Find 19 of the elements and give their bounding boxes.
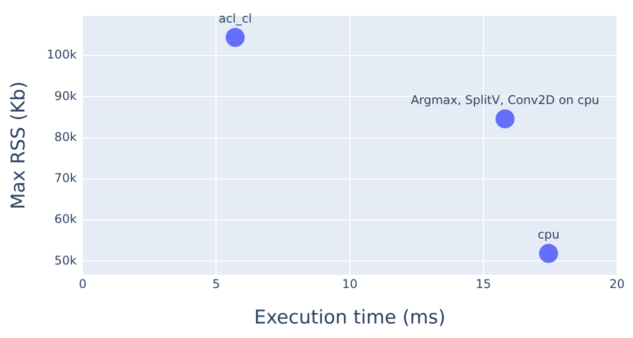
x-tick-label: 0	[78, 277, 86, 292]
y-tick-label: 60k	[54, 212, 77, 226]
point	[226, 28, 245, 47]
x-axis-title: Execution time (ms)	[254, 306, 446, 329]
y-tick-label: 70k	[54, 171, 77, 186]
y-tick-label: 100k	[46, 48, 77, 62]
x-tick-label: 15	[476, 277, 492, 292]
point	[539, 244, 558, 263]
y-tick-label: 80k	[54, 130, 77, 144]
annotation: cpu	[538, 228, 560, 242]
point	[496, 109, 515, 128]
y-tick-label: 50k	[54, 253, 77, 268]
x-tick-label: 20	[609, 277, 625, 292]
y-axis-title: Max RSS (Kb)	[7, 81, 30, 210]
annotation: acl_cl	[218, 12, 252, 26]
x-tick-label: 10	[342, 277, 358, 292]
y-tick-label: 90k	[54, 88, 77, 103]
x-tick-label: 5	[212, 277, 220, 292]
annotation: Argmax, SplitV, Conv2D on cpu	[410, 92, 600, 107]
